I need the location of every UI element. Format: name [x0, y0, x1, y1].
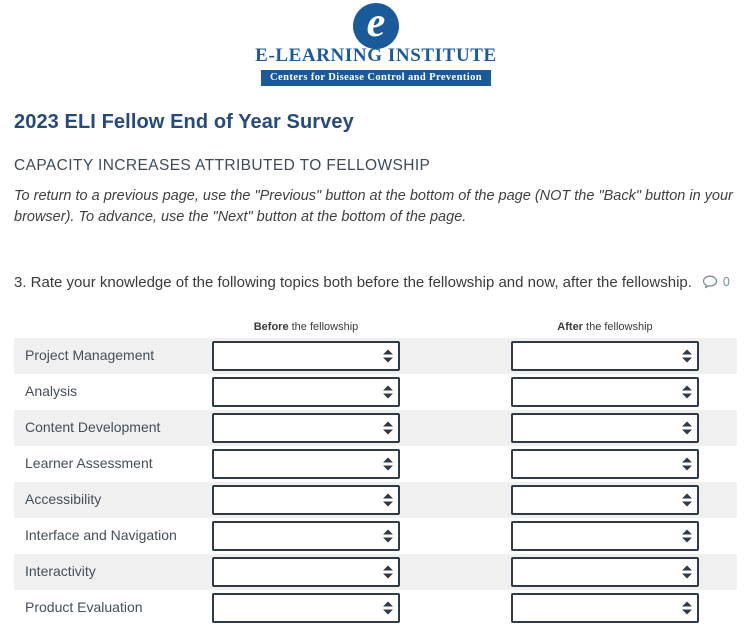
before-rating-select[interactable]: [212, 376, 400, 407]
column-header-before: Before the fellowship: [212, 321, 400, 333]
comment-count: 0: [722, 275, 730, 290]
before-rating-wrap: [212, 592, 400, 623]
table-row: Content Development: [14, 409, 737, 446]
section-heading: CAPACITY INCREASES ATTRIBUTED TO FELLOWS…: [14, 156, 431, 174]
row-label: Interface and Navigation: [25, 527, 177, 544]
page-title: 2023 ELI Fellow End of Year Survey: [14, 110, 354, 133]
survey-content: 2023 ELI Fellow End of Year Survey CAPAC…: [0, 111, 752, 626]
rating-table: Before the fellowship After the fellowsh…: [14, 318, 737, 626]
after-rating-wrap: [511, 592, 699, 623]
after-rating-wrap: [511, 556, 699, 587]
before-rating-select[interactable]: [212, 412, 400, 443]
before-rating-wrap: [212, 484, 400, 515]
column-header-after: After the fellowship: [511, 321, 699, 333]
eli-logo-icon: e: [353, 0, 399, 49]
table-row: Project Management: [14, 337, 737, 374]
table-row: Interactivity: [14, 553, 737, 590]
speech-bubble-icon: [702, 275, 718, 289]
row-label: Analysis: [25, 383, 78, 400]
after-rating-select[interactable]: [511, 592, 699, 623]
after-rating-select[interactable]: [511, 412, 699, 443]
before-rating-wrap: [212, 556, 400, 587]
after-rating-select[interactable]: [511, 556, 699, 587]
before-rating-select[interactable]: [212, 592, 400, 623]
after-rating-wrap: [511, 376, 699, 407]
comment-indicator[interactable]: 0: [702, 275, 730, 290]
before-rating-wrap: [212, 376, 400, 407]
before-rating-select[interactable]: [212, 448, 400, 479]
table-row: Product Evaluation: [14, 590, 737, 626]
after-rating-select[interactable]: [511, 484, 699, 515]
logo-monogram: e: [366, 0, 386, 46]
after-rating-select[interactable]: [511, 448, 699, 479]
before-rating-wrap: [212, 340, 400, 371]
logo-banner: Centers for Disease Control and Preventi…: [261, 69, 491, 86]
before-rating-select[interactable]: [212, 556, 400, 587]
table-header-row: Before the fellowship After the fellowsh…: [14, 318, 737, 336]
before-rating-select[interactable]: [212, 340, 400, 371]
column-header-before-bold: Before: [253, 320, 289, 333]
after-rating-select[interactable]: [511, 520, 699, 551]
after-rating-select[interactable]: [511, 340, 699, 371]
after-rating-wrap: [511, 448, 699, 479]
header-spacer: [14, 321, 212, 333]
row-label: Learner Assessment: [25, 455, 153, 472]
after-rating-wrap: [511, 484, 699, 515]
column-header-after-bold: After: [557, 320, 583, 333]
table-row: Analysis: [14, 374, 737, 410]
after-rating-wrap: [511, 520, 699, 551]
after-rating-wrap: [511, 340, 699, 371]
after-rating-select[interactable]: [511, 376, 699, 407]
row-label: Product Evaluation: [25, 599, 143, 616]
table-row: Accessibility: [14, 481, 737, 518]
after-rating-wrap: [511, 412, 699, 443]
question-text: 3. Rate your knowledge of the following …: [14, 273, 692, 291]
before-rating-select[interactable]: [212, 484, 400, 515]
table-body: Project Management Analysis: [14, 337, 737, 626]
before-rating-wrap: [212, 412, 400, 443]
logo: e E-LEARNING INSTITUTE Centers for Disea…: [0, 0, 752, 86]
before-rating-wrap: [212, 520, 400, 551]
row-label: Content Development: [25, 419, 161, 436]
row-label: Project Management: [25, 347, 155, 364]
question-3: 3. Rate your knowledge of the following …: [14, 274, 738, 291]
before-rating-select[interactable]: [212, 520, 400, 551]
column-header-after-rest: the fellowship: [582, 320, 653, 333]
table-row: Interface and Navigation: [14, 518, 737, 554]
before-rating-wrap: [212, 448, 400, 479]
row-label: Interactivity: [25, 563, 96, 580]
row-label: Accessibility: [25, 491, 102, 508]
logo-wordmark: E-LEARNING INSTITUTE: [255, 45, 497, 66]
navigation-instructions: To return to a previous page, use the "P…: [14, 187, 733, 226]
table-row: Learner Assessment: [14, 446, 737, 482]
column-header-before-rest: the fellowship: [288, 320, 359, 333]
